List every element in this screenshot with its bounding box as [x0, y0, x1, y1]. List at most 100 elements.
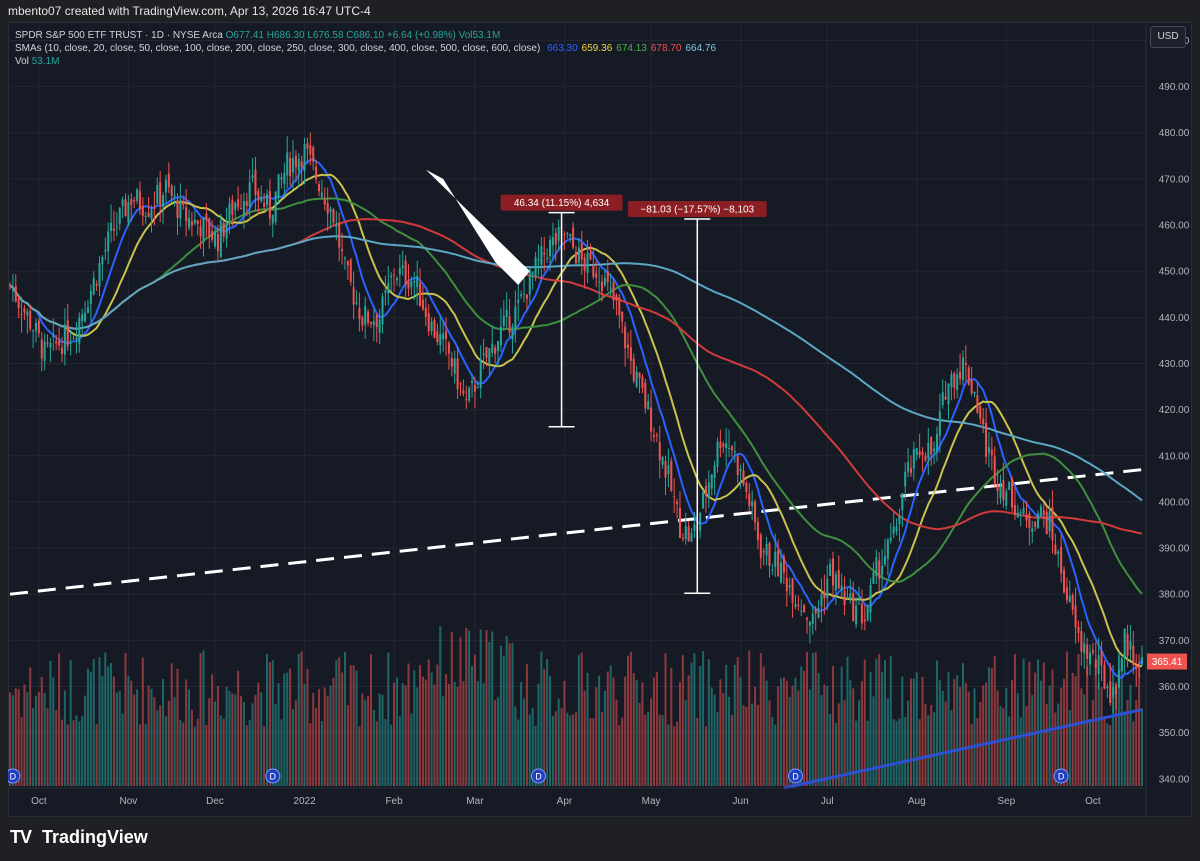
volume-bar: [456, 686, 459, 786]
volume-bar: [497, 697, 500, 786]
volume-bar: [199, 652, 202, 786]
volume-bar: [303, 683, 306, 786]
candle-body: [271, 214, 274, 224]
volume-bar: [26, 692, 29, 786]
candle-body: [202, 216, 205, 242]
volume-bar: [72, 720, 75, 786]
volume-bar: [1065, 651, 1068, 786]
candle-body: [8, 284, 12, 286]
volume-bar: [49, 660, 52, 786]
volume-bar: [1140, 708, 1144, 786]
candle-body: [49, 342, 52, 348]
volume-bar: [782, 677, 785, 786]
candle-body: [837, 569, 840, 589]
candle-body: [1135, 665, 1138, 669]
candle-body: [733, 451, 736, 453]
candle-body: [540, 246, 543, 265]
volume-bar: [730, 714, 733, 786]
candle-body: [947, 383, 950, 405]
volume-bar: [257, 682, 260, 786]
legend: SPDR S&P 500 ETF TRUST · 1D · NYSE Arca …: [15, 29, 716, 68]
candle-body: [476, 387, 479, 389]
candle-body: [442, 333, 445, 340]
volume-bar: [294, 700, 297, 786]
candle-body: [857, 603, 861, 605]
volume-bar: [427, 659, 430, 786]
candle-body: [904, 471, 907, 487]
candle-body: [107, 231, 110, 252]
volume-bar: [546, 659, 549, 786]
volume-bar: [494, 700, 497, 786]
dividend-marker-label: D: [1058, 772, 1065, 782]
candle-body: [20, 314, 23, 316]
volume-bar: [185, 679, 188, 786]
volume-bar: [289, 668, 292, 786]
volume-bar: [534, 725, 537, 786]
dividend-marker: [1053, 768, 1069, 784]
volume-bar: [797, 690, 800, 786]
candle-body: [976, 395, 979, 413]
candle-body: [182, 201, 185, 206]
volume-bar: [332, 677, 335, 786]
time-tick-label: Oct: [1085, 796, 1101, 807]
candle-body: [130, 198, 133, 205]
volume-bar: [768, 700, 771, 786]
candle-body: [794, 604, 797, 607]
volume-bar: [508, 643, 511, 786]
volume-bar: [673, 726, 676, 786]
candle-body: [1112, 687, 1115, 697]
candle-body: [372, 321, 375, 326]
candle-body: [156, 185, 159, 204]
candle-body: [81, 314, 84, 322]
volume-bar: [58, 653, 61, 786]
volume-bar: [598, 675, 601, 786]
currency-button[interactable]: USD: [1150, 26, 1186, 48]
volume-bar: [216, 686, 219, 786]
candle-body: [1063, 569, 1066, 593]
volume-bar: [525, 664, 528, 786]
volume-bar: [938, 679, 941, 786]
volume-bar: [560, 708, 563, 786]
volume-bar: [358, 726, 361, 786]
volume-bar: [453, 681, 456, 786]
candle-body: [577, 247, 580, 263]
volume-bar: [1045, 703, 1048, 786]
candle-body: [869, 584, 872, 613]
candle-body: [1138, 665, 1141, 668]
volume-bar: [436, 664, 439, 786]
candle-body: [523, 293, 526, 295]
volume-bar: [251, 703, 254, 786]
volume-bar: [164, 716, 167, 786]
candle-body: [569, 233, 572, 237]
volume-bar: [765, 680, 768, 786]
candle-body: [424, 307, 427, 317]
candle-body: [881, 565, 884, 576]
price-tick-label: 440.00: [1159, 313, 1190, 324]
volume-bar: [341, 672, 344, 786]
volume-bar: [323, 687, 326, 786]
candle-body: [1013, 505, 1016, 515]
candle-body: [754, 501, 757, 523]
volume-bar: [866, 720, 869, 786]
price-chart[interactable]: D D D D D 46.34 (11.15%) 4,634 −81.03 (−17.57%…: [8, 22, 1192, 817]
volume-bar: [514, 706, 517, 786]
candle-body: [456, 358, 459, 390]
candle-body: [915, 447, 918, 455]
candle-body: [121, 199, 124, 206]
candle-body: [953, 373, 956, 388]
measure-label-box: [500, 194, 623, 211]
volume-bar: [681, 655, 684, 786]
candle-body: [84, 312, 87, 322]
volume-bar: [297, 653, 300, 786]
volume-bar: [1063, 678, 1066, 786]
candle-body: [678, 508, 681, 538]
candle-body: [990, 449, 993, 456]
volume-bar: [1109, 725, 1112, 786]
volume-bar: [78, 721, 81, 786]
volume-bar: [756, 704, 759, 786]
candle-body: [465, 399, 468, 401]
candle-body: [1129, 641, 1132, 650]
volume-bar: [626, 655, 629, 786]
candle-body: [1091, 650, 1094, 653]
volume-bar: [751, 703, 754, 786]
